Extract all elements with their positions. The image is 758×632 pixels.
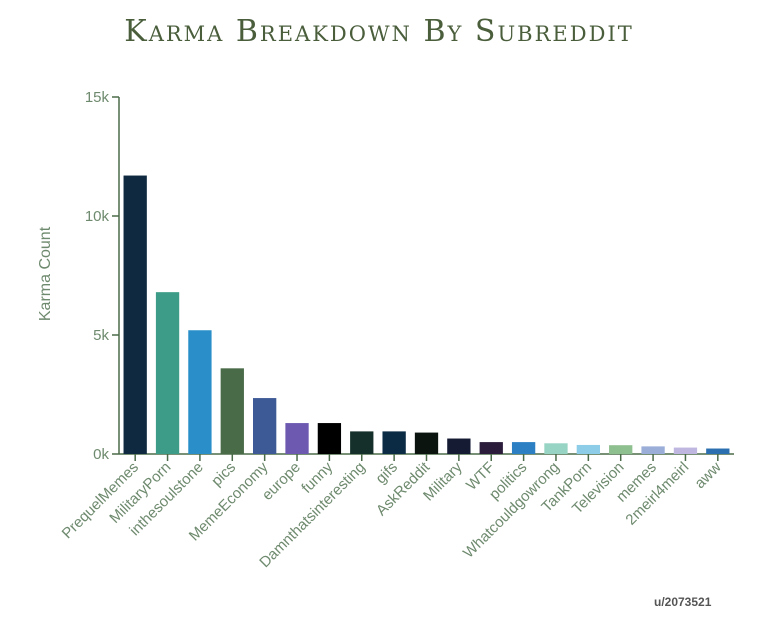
y-tick-label: 10k [85,208,110,225]
bar [220,368,244,454]
bar [447,438,471,454]
bar [673,447,698,454]
bar [511,442,536,454]
bar [576,444,600,454]
bar [155,292,180,454]
y-axis: 0k 5k 10k 15k [85,89,120,463]
bar [123,175,147,455]
bars [123,175,730,455]
bar [188,330,212,454]
x-axis [119,453,734,461]
y-tick-label: 0k [93,446,109,463]
credit-label: u/2073521 [654,595,712,609]
bar [414,432,439,454]
bar [609,445,633,454]
bar [479,442,503,454]
y-tick-label: 15k [85,89,110,106]
bar [544,443,568,454]
y-axis-title: Karma Count [37,226,54,321]
bar [253,398,277,454]
bar [317,423,342,454]
bar [382,431,406,454]
bar [706,448,730,454]
y-tick-label: 5k [93,327,109,344]
bar [350,431,374,454]
x-tick-label: aww [691,459,724,492]
bar [641,446,665,454]
bar [285,423,309,454]
chart-title: Karma Breakdown By Subreddit [124,14,634,49]
